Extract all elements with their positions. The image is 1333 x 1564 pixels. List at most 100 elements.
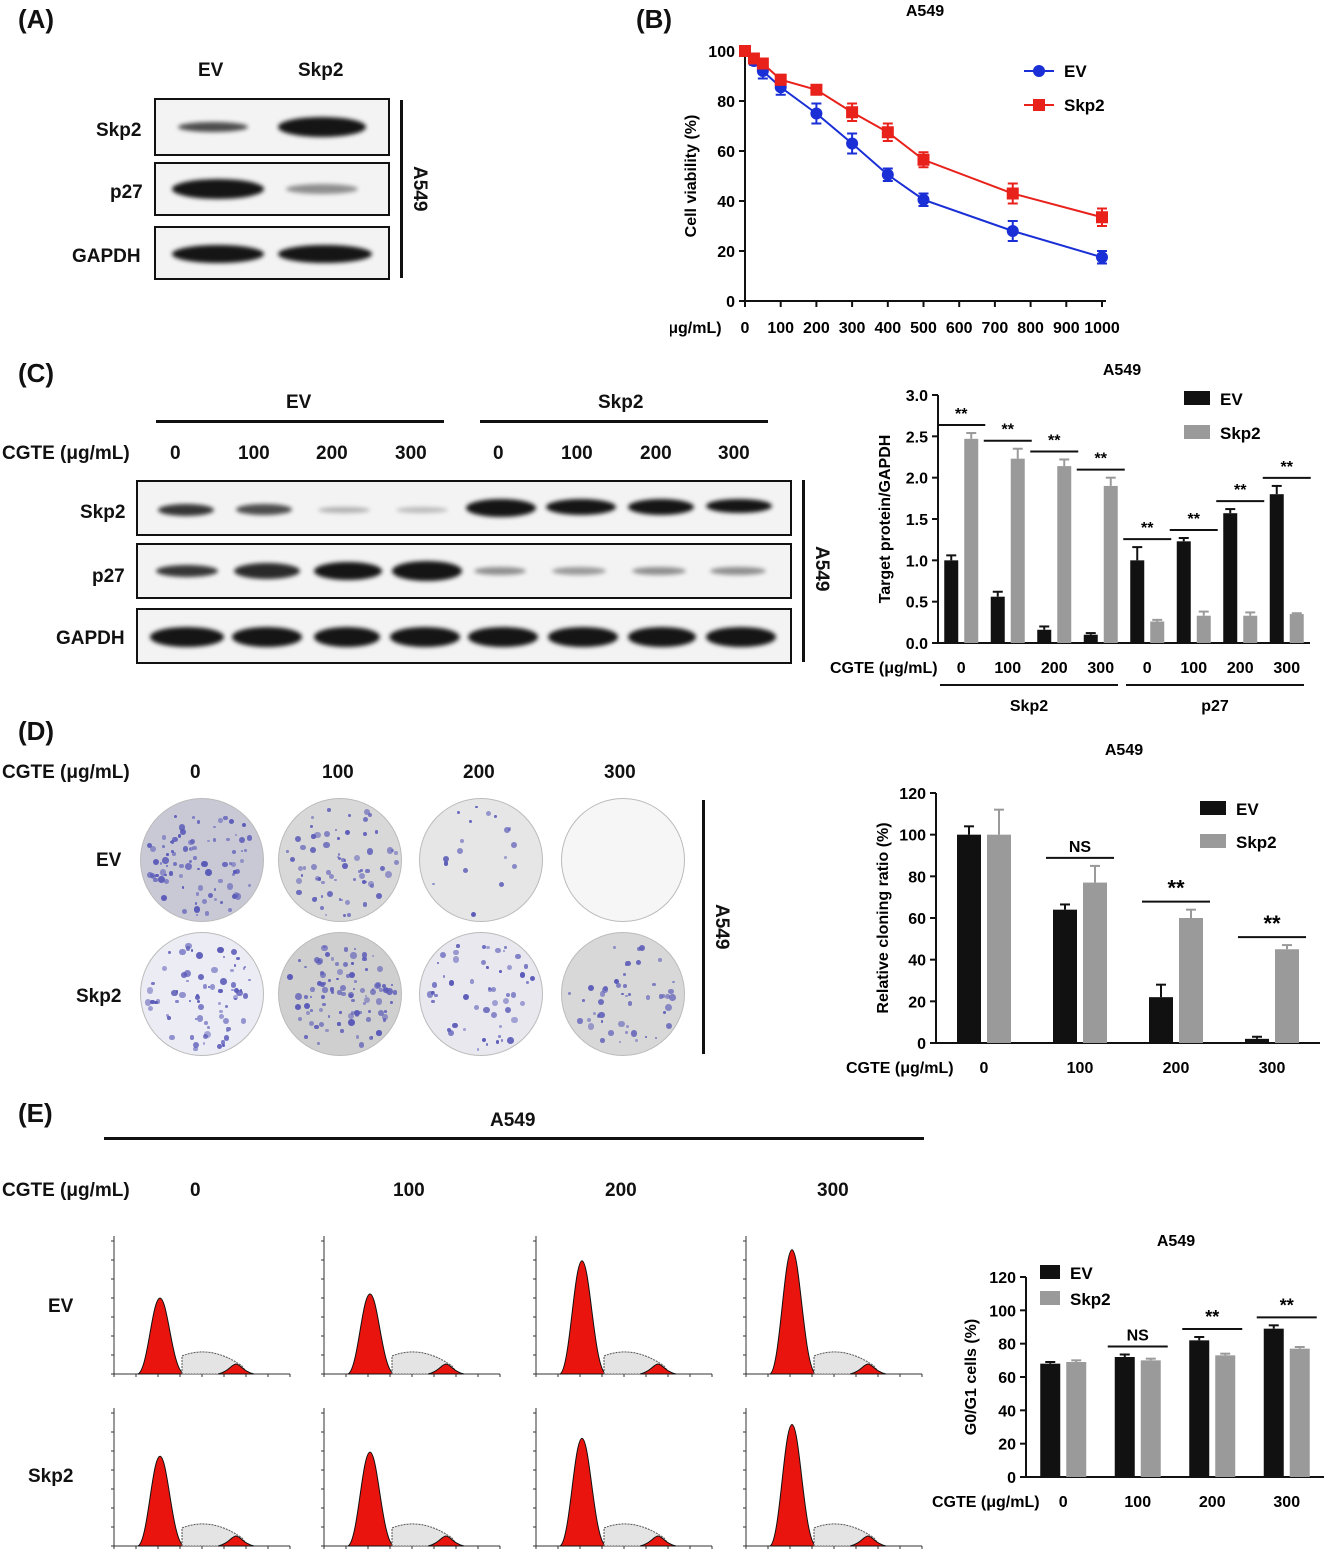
colony bbox=[216, 1044, 222, 1050]
flow-g1-peak bbox=[347, 1451, 395, 1547]
colony bbox=[346, 974, 350, 978]
flow-g2-peak bbox=[427, 1535, 465, 1547]
dose-label-c: CGTE (μg/mL) bbox=[2, 443, 130, 464]
group-line-ev bbox=[156, 420, 444, 423]
colony bbox=[298, 959, 302, 962]
colony bbox=[151, 981, 155, 985]
colony bbox=[354, 1009, 361, 1016]
colony bbox=[322, 987, 328, 993]
colony bbox=[297, 865, 304, 871]
colony bbox=[672, 980, 676, 984]
chart-b-xtick-label: 400 bbox=[874, 320, 901, 337]
colony bbox=[352, 987, 355, 990]
colony bbox=[287, 974, 293, 980]
colony bbox=[510, 1016, 518, 1024]
chart-c-bar-skp2 bbox=[1103, 485, 1118, 643]
row-e-ev: EV bbox=[48, 1296, 74, 1317]
colony bbox=[363, 996, 371, 1004]
colony bbox=[481, 945, 486, 950]
chart-d-legend-label: EV bbox=[1236, 800, 1259, 819]
colony bbox=[338, 856, 342, 860]
colony bbox=[598, 1011, 605, 1018]
colony bbox=[502, 949, 506, 952]
colony bbox=[326, 890, 334, 898]
dose-label-e: CGTE (μg/mL) bbox=[2, 1180, 130, 1201]
colony bbox=[323, 841, 330, 849]
colony bbox=[630, 1029, 638, 1037]
colony bbox=[296, 889, 303, 896]
colony bbox=[188, 999, 192, 1003]
colony bbox=[334, 828, 338, 831]
colony bbox=[182, 908, 188, 914]
panel-c-label: (C) bbox=[18, 358, 55, 388]
colony bbox=[179, 829, 186, 836]
colony bbox=[366, 1017, 372, 1022]
colony bbox=[161, 835, 167, 840]
colony bbox=[637, 947, 642, 952]
chart-b-line-skp2 bbox=[744, 50, 1103, 219]
chart-e-bar-ev bbox=[1040, 1363, 1061, 1477]
colony bbox=[367, 1010, 371, 1014]
flow-histogram bbox=[533, 1236, 713, 1377]
dose-c-0: 0 bbox=[170, 443, 181, 464]
colony bbox=[221, 861, 228, 868]
colony bbox=[217, 1002, 221, 1005]
chart-d-xtick-label: 0 bbox=[980, 1060, 989, 1077]
chart-c-bar-skp2 bbox=[1196, 615, 1211, 643]
colony bbox=[443, 975, 446, 978]
colony bbox=[196, 994, 200, 998]
colony bbox=[166, 864, 169, 867]
colony bbox=[654, 1037, 658, 1040]
colony bbox=[213, 888, 217, 891]
colony bbox=[146, 872, 153, 879]
chart-d-bar-ev bbox=[957, 834, 981, 1043]
chart-b-point-skp2 bbox=[917, 153, 930, 166]
colony bbox=[459, 839, 464, 844]
colony bbox=[155, 873, 159, 878]
chart-c-ytick-label: 0.0 bbox=[906, 636, 928, 653]
chart-c-xtick-label: 200 bbox=[1041, 660, 1068, 677]
colony bbox=[182, 886, 185, 889]
colony bbox=[625, 994, 629, 998]
chart-e-legend-label: Skp2 bbox=[1070, 1290, 1111, 1309]
colony bbox=[150, 846, 157, 853]
colony bbox=[469, 820, 472, 823]
chart-d-bar-skp2 bbox=[1083, 882, 1107, 1043]
chart-c-bar-ev bbox=[1037, 629, 1052, 643]
colony bbox=[228, 819, 234, 824]
colony bbox=[567, 992, 571, 996]
colony bbox=[348, 971, 356, 979]
colony bbox=[194, 1018, 197, 1021]
colony bbox=[239, 989, 242, 992]
colony bbox=[491, 1011, 498, 1019]
colony bbox=[486, 945, 490, 950]
colony bbox=[382, 1018, 387, 1023]
chart-b-legend-marker bbox=[1033, 65, 1045, 77]
colony bbox=[218, 1013, 225, 1020]
chart-b-point-skp2 bbox=[1096, 211, 1108, 224]
colony bbox=[431, 991, 435, 995]
chart-c-group-label: p27 bbox=[1201, 698, 1229, 715]
colony bbox=[367, 848, 374, 855]
flow-g1-peak bbox=[559, 1260, 607, 1375]
colony bbox=[661, 994, 666, 998]
colony bbox=[364, 809, 371, 815]
colony bbox=[358, 870, 361, 873]
chart-c-sig-label: ** bbox=[1002, 422, 1015, 439]
row-d-skp2: Skp2 bbox=[76, 986, 122, 1007]
blot-c-p27 bbox=[136, 543, 792, 599]
chart-c-bar-ev bbox=[1083, 634, 1098, 643]
colony bbox=[222, 1044, 226, 1048]
colony bbox=[487, 987, 492, 991]
flow-g1-peak bbox=[769, 1424, 817, 1547]
chart-d-xlabel: CGTE (μg/mL) bbox=[846, 1060, 954, 1077]
chart-b-point-skp2 bbox=[810, 83, 823, 96]
chart-e-ylabel: G0/G1 cells (%) bbox=[963, 1319, 980, 1436]
colony bbox=[444, 861, 449, 866]
chart-b-ytick-label: 0 bbox=[726, 294, 735, 311]
colony bbox=[340, 1029, 344, 1033]
colony bbox=[169, 840, 173, 844]
flow-g1-peak bbox=[137, 1297, 185, 1375]
chart-b-legend-label: EV bbox=[1064, 62, 1087, 81]
colony bbox=[231, 949, 238, 956]
